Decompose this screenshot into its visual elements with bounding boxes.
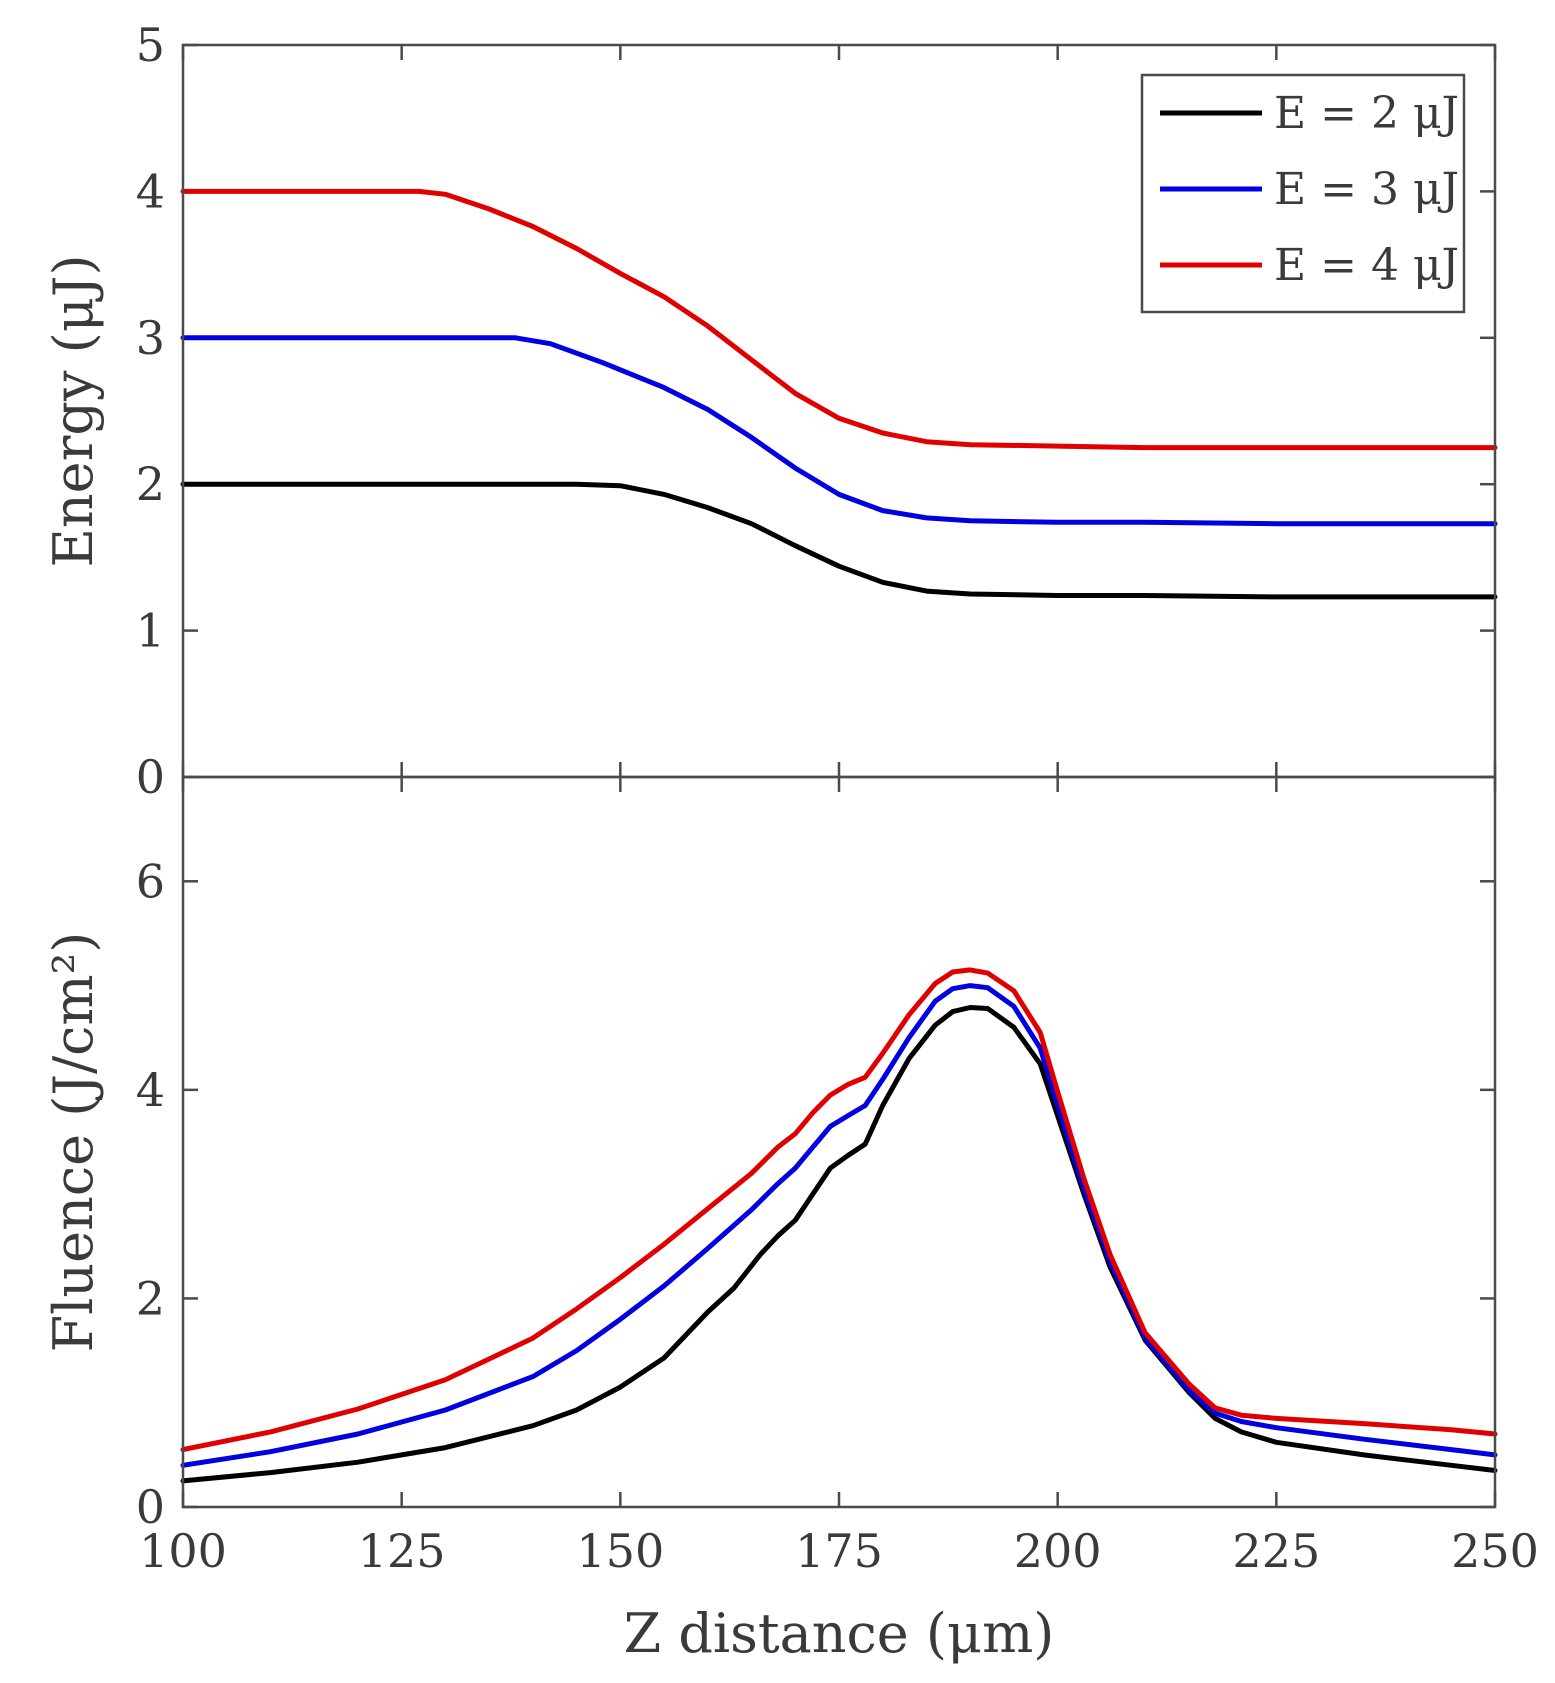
energy-y-tick-label: 4 — [136, 164, 165, 218]
x-tick-label: 200 — [1014, 1524, 1102, 1578]
x-tick-label: 125 — [358, 1524, 446, 1578]
energy-y-tick-label: 3 — [136, 311, 165, 365]
energy-y-tick-label: 2 — [136, 457, 165, 511]
fluence-series-line — [180, 1005, 1498, 1484]
x-tick-label: 175 — [795, 1524, 883, 1578]
energy-ylabel: Energy (μJ) — [42, 254, 105, 567]
xlabel: Z distance (μm) — [624, 1602, 1055, 1665]
energy-y-tick-label: 5 — [136, 18, 165, 72]
legend-label: E = 4 μJ — [1274, 240, 1459, 291]
fluence-y-tick-label: 4 — [136, 1063, 165, 1117]
fluence-panel: 100 125 150 175 200 225 250 0 2 4 6 Fluence (J/cm²… — [42, 775, 1539, 1665]
energy-series-line — [180, 481, 1498, 600]
fluence-series-line — [180, 983, 1498, 1468]
fluence-ylabel: Fluence (J/cm²) — [42, 932, 105, 1353]
x-tick-label: 150 — [576, 1524, 664, 1578]
legend-label: E = 3 μJ — [1274, 164, 1459, 215]
fluence-y-tick-label: 2 — [136, 1271, 165, 1325]
energy-series-line — [180, 188, 1498, 451]
fluence-series — [180, 967, 1498, 1484]
fluence-y-tick-label: 0 — [136, 1480, 165, 1534]
fluence-y-tick-label: 6 — [136, 854, 165, 908]
energy-y-tick-label: 1 — [136, 604, 165, 658]
x-tick-label: 250 — [1451, 1524, 1539, 1578]
energy-y-tick-label: 0 — [136, 750, 165, 804]
x-tick-label: 100 — [139, 1524, 227, 1578]
legend: E = 2 μJ E = 3 μJ E = 4 μJ — [1140, 73, 1466, 314]
fluence-ticks: 100 125 150 175 200 225 250 0 2 4 6 — [136, 777, 1539, 1578]
fluence-series-line — [180, 967, 1498, 1453]
legend-label: E = 2 μJ — [1274, 88, 1459, 139]
x-tick-label: 225 — [1232, 1524, 1320, 1578]
energy-panel: 0 1 2 3 4 5 Energy (μJ) E = 2 μJ E = 3 μJ E = 4… — [42, 18, 1498, 804]
energy-series — [180, 188, 1498, 600]
fluence-plot-frame — [181, 775, 1497, 1509]
energy-series-line — [180, 335, 1498, 527]
